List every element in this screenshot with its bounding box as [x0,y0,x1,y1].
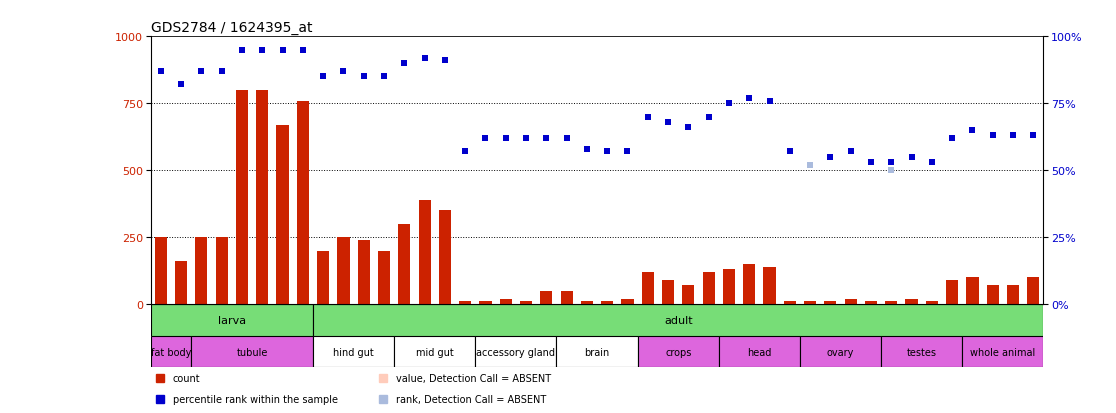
Text: hind gut: hind gut [334,347,374,357]
Text: count: count [173,373,201,383]
Bar [926,302,937,304]
Bar [682,286,694,304]
Bar [175,262,187,304]
Bar [312,304,1043,336]
Text: accessory gland: accessory gland [477,347,556,357]
Bar [905,299,917,304]
Bar [195,237,208,304]
Bar [783,302,796,304]
Bar [540,291,552,304]
Bar [394,336,475,368]
Bar [987,286,999,304]
Text: rank, Detection Call = ABSENT: rank, Detection Call = ABSENT [396,394,547,404]
Bar [475,336,557,368]
Bar [946,280,959,304]
Bar [277,126,289,304]
Bar [357,240,369,304]
Bar [642,272,654,304]
Bar [317,251,329,304]
Bar [1007,286,1019,304]
Bar [191,336,312,368]
Bar [804,302,816,304]
Bar [378,251,391,304]
Bar [966,278,979,304]
Bar [312,336,394,368]
Text: crops: crops [665,347,692,357]
Bar [459,302,471,304]
Bar [743,264,756,304]
Bar [703,272,714,304]
Bar [723,270,735,304]
Text: larva: larva [218,315,246,325]
Bar [418,200,431,304]
Text: tubule: tubule [237,347,268,357]
Bar [885,302,897,304]
Text: GDS2784 / 1624395_at: GDS2784 / 1624395_at [151,21,312,35]
Bar [825,302,837,304]
Bar [763,267,776,304]
Text: mid gut: mid gut [416,347,453,357]
Text: adult: adult [664,315,693,325]
Bar [500,299,512,304]
Bar [215,237,228,304]
Text: testes: testes [906,347,936,357]
Bar [719,336,800,368]
Bar [151,336,191,368]
Text: fat body: fat body [151,347,191,357]
Bar [845,299,857,304]
Bar [580,302,593,304]
Text: ovary: ovary [827,347,854,357]
Bar [800,336,882,368]
Bar [257,90,268,304]
Bar [520,302,532,304]
Bar [297,101,309,304]
Bar [557,336,637,368]
Text: head: head [748,347,771,357]
Bar [1027,278,1039,304]
Bar [865,302,877,304]
Bar [622,299,634,304]
Bar [235,90,248,304]
Bar [480,302,491,304]
Text: brain: brain [585,347,609,357]
Text: value, Detection Call = ABSENT: value, Detection Call = ABSENT [396,373,551,383]
Bar [962,336,1043,368]
Text: whole animal: whole animal [970,347,1036,357]
Bar [560,291,573,304]
Bar [637,336,719,368]
Bar [151,304,312,336]
Bar [337,237,349,304]
Bar [602,302,614,304]
Bar [155,237,167,304]
Bar [882,336,962,368]
Bar [439,211,451,304]
Bar [662,280,674,304]
Text: percentile rank within the sample: percentile rank within the sample [173,394,338,404]
Bar [398,224,411,304]
